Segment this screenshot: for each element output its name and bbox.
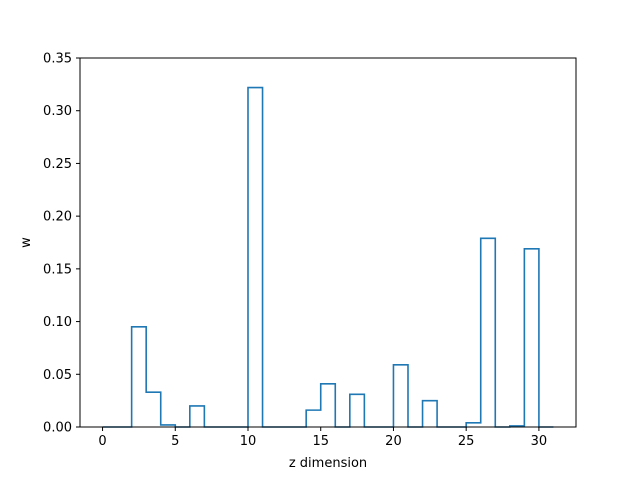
y-tick-label: 0.05: [43, 368, 72, 383]
x-tick-label: 25: [458, 434, 475, 449]
y-tick-label: 0.10: [43, 315, 72, 330]
y-tick-label: 0.35: [43, 52, 72, 67]
y-tick-label: 0.15: [43, 262, 72, 277]
histogram-bin: [393, 365, 408, 427]
histogram-bin: [481, 238, 496, 427]
axes-frame: [79, 57, 577, 428]
y-tick-label: 0.30: [43, 104, 72, 119]
x-tick-label: 0: [98, 434, 106, 449]
histogram-bin: [423, 401, 438, 427]
histogram-bin: [190, 406, 205, 427]
axes: 0 5 10 15 20 25 30 0.00 0.05 0.10 0.15 0.20 0.25 0.30…: [43, 52, 577, 449]
y-tick-label: 0.25: [43, 157, 72, 172]
x-tick-label: 30: [531, 434, 548, 449]
y-tick-label: 0.20: [43, 210, 72, 225]
histogram-bin: [306, 410, 321, 427]
x-tick-label: 10: [240, 434, 257, 449]
x-tick-label: 5: [171, 434, 179, 449]
histogram-bin: [146, 392, 161, 427]
histogram-bin: [248, 88, 263, 427]
histogram-bin: [350, 394, 365, 427]
y-axis-label: w: [19, 237, 34, 248]
x-tick-label: 20: [385, 434, 402, 449]
x-axis-label: z dimension: [289, 456, 367, 471]
histogram-bin: [466, 423, 481, 427]
histogram-bin: [321, 384, 336, 427]
x-tick-label: 15: [312, 434, 329, 449]
histogram-bin: [524, 249, 539, 427]
histogram-bin: [132, 327, 147, 427]
y-tick-label: 0.00: [43, 421, 72, 436]
